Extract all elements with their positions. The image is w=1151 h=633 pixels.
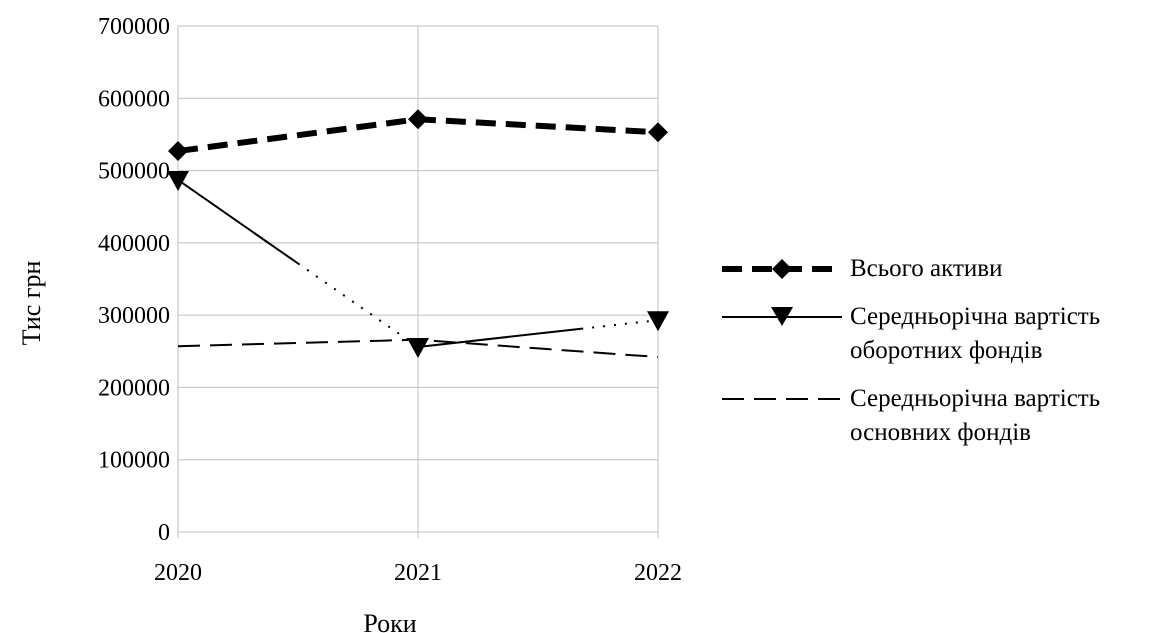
marker-working-capital (647, 311, 669, 332)
x-tick-labels: 2020 2021 2022 (154, 560, 682, 586)
x-tick-label: 2022 (634, 560, 682, 586)
series-segment-working-capital (177, 179, 299, 265)
legend-label-fixed-assets: Середньорічна вартість основних фондів (850, 385, 1101, 446)
y-tick-label: 600000 (98, 86, 170, 112)
y-tick-label: 500000 (98, 159, 170, 185)
x-tick-label: 2021 (394, 560, 442, 586)
legend-item-total-assets: Всього активи (720, 252, 1145, 286)
grid-lines (177, 25, 659, 538)
marker-total-assets (168, 141, 188, 162)
legend-label-working-capital: Середньорічна вартість оборотних фондів (850, 303, 1101, 364)
y-tick-label: 100000 (98, 448, 170, 474)
legend-item-working-capital: Середньорічна вартість оборотних фондів (720, 300, 1145, 368)
y-axis-title: Тис грн (17, 261, 46, 346)
y-tick-label: 0 (158, 520, 170, 546)
y-tick-label: 400000 (98, 231, 170, 257)
series-segment-working-capital (581, 319, 659, 330)
legend-label-total-assets: Всього активи (850, 255, 1003, 282)
series-lines (167, 109, 669, 359)
y-tick-label: 300000 (98, 303, 170, 329)
x-tick-label: 2020 (154, 560, 202, 586)
legend-item-fixed-assets: Середньорічна вартість основних фондів (720, 382, 1145, 450)
y-tick-labels: 0 100000 200000 300000 400000 500000 600000 700… (98, 14, 170, 546)
x-axis-title: Роки (363, 609, 416, 633)
series-segment-working-capital (417, 327, 582, 348)
legend-key-total-assets (722, 259, 842, 279)
marker-working-capital (407, 337, 429, 358)
series-segment-working-capital (297, 262, 419, 348)
marker-total-assets (408, 109, 428, 130)
marker-working-capital (167, 170, 189, 191)
marker-total-assets (648, 122, 668, 143)
y-tick-label: 700000 (98, 14, 170, 40)
legend: Всього активи Середньорічна вартість обо… (720, 252, 1145, 464)
legend-key-working-capital (722, 307, 842, 326)
y-tick-label: 200000 (98, 375, 170, 401)
legend-key-fixed-assets (722, 398, 842, 400)
